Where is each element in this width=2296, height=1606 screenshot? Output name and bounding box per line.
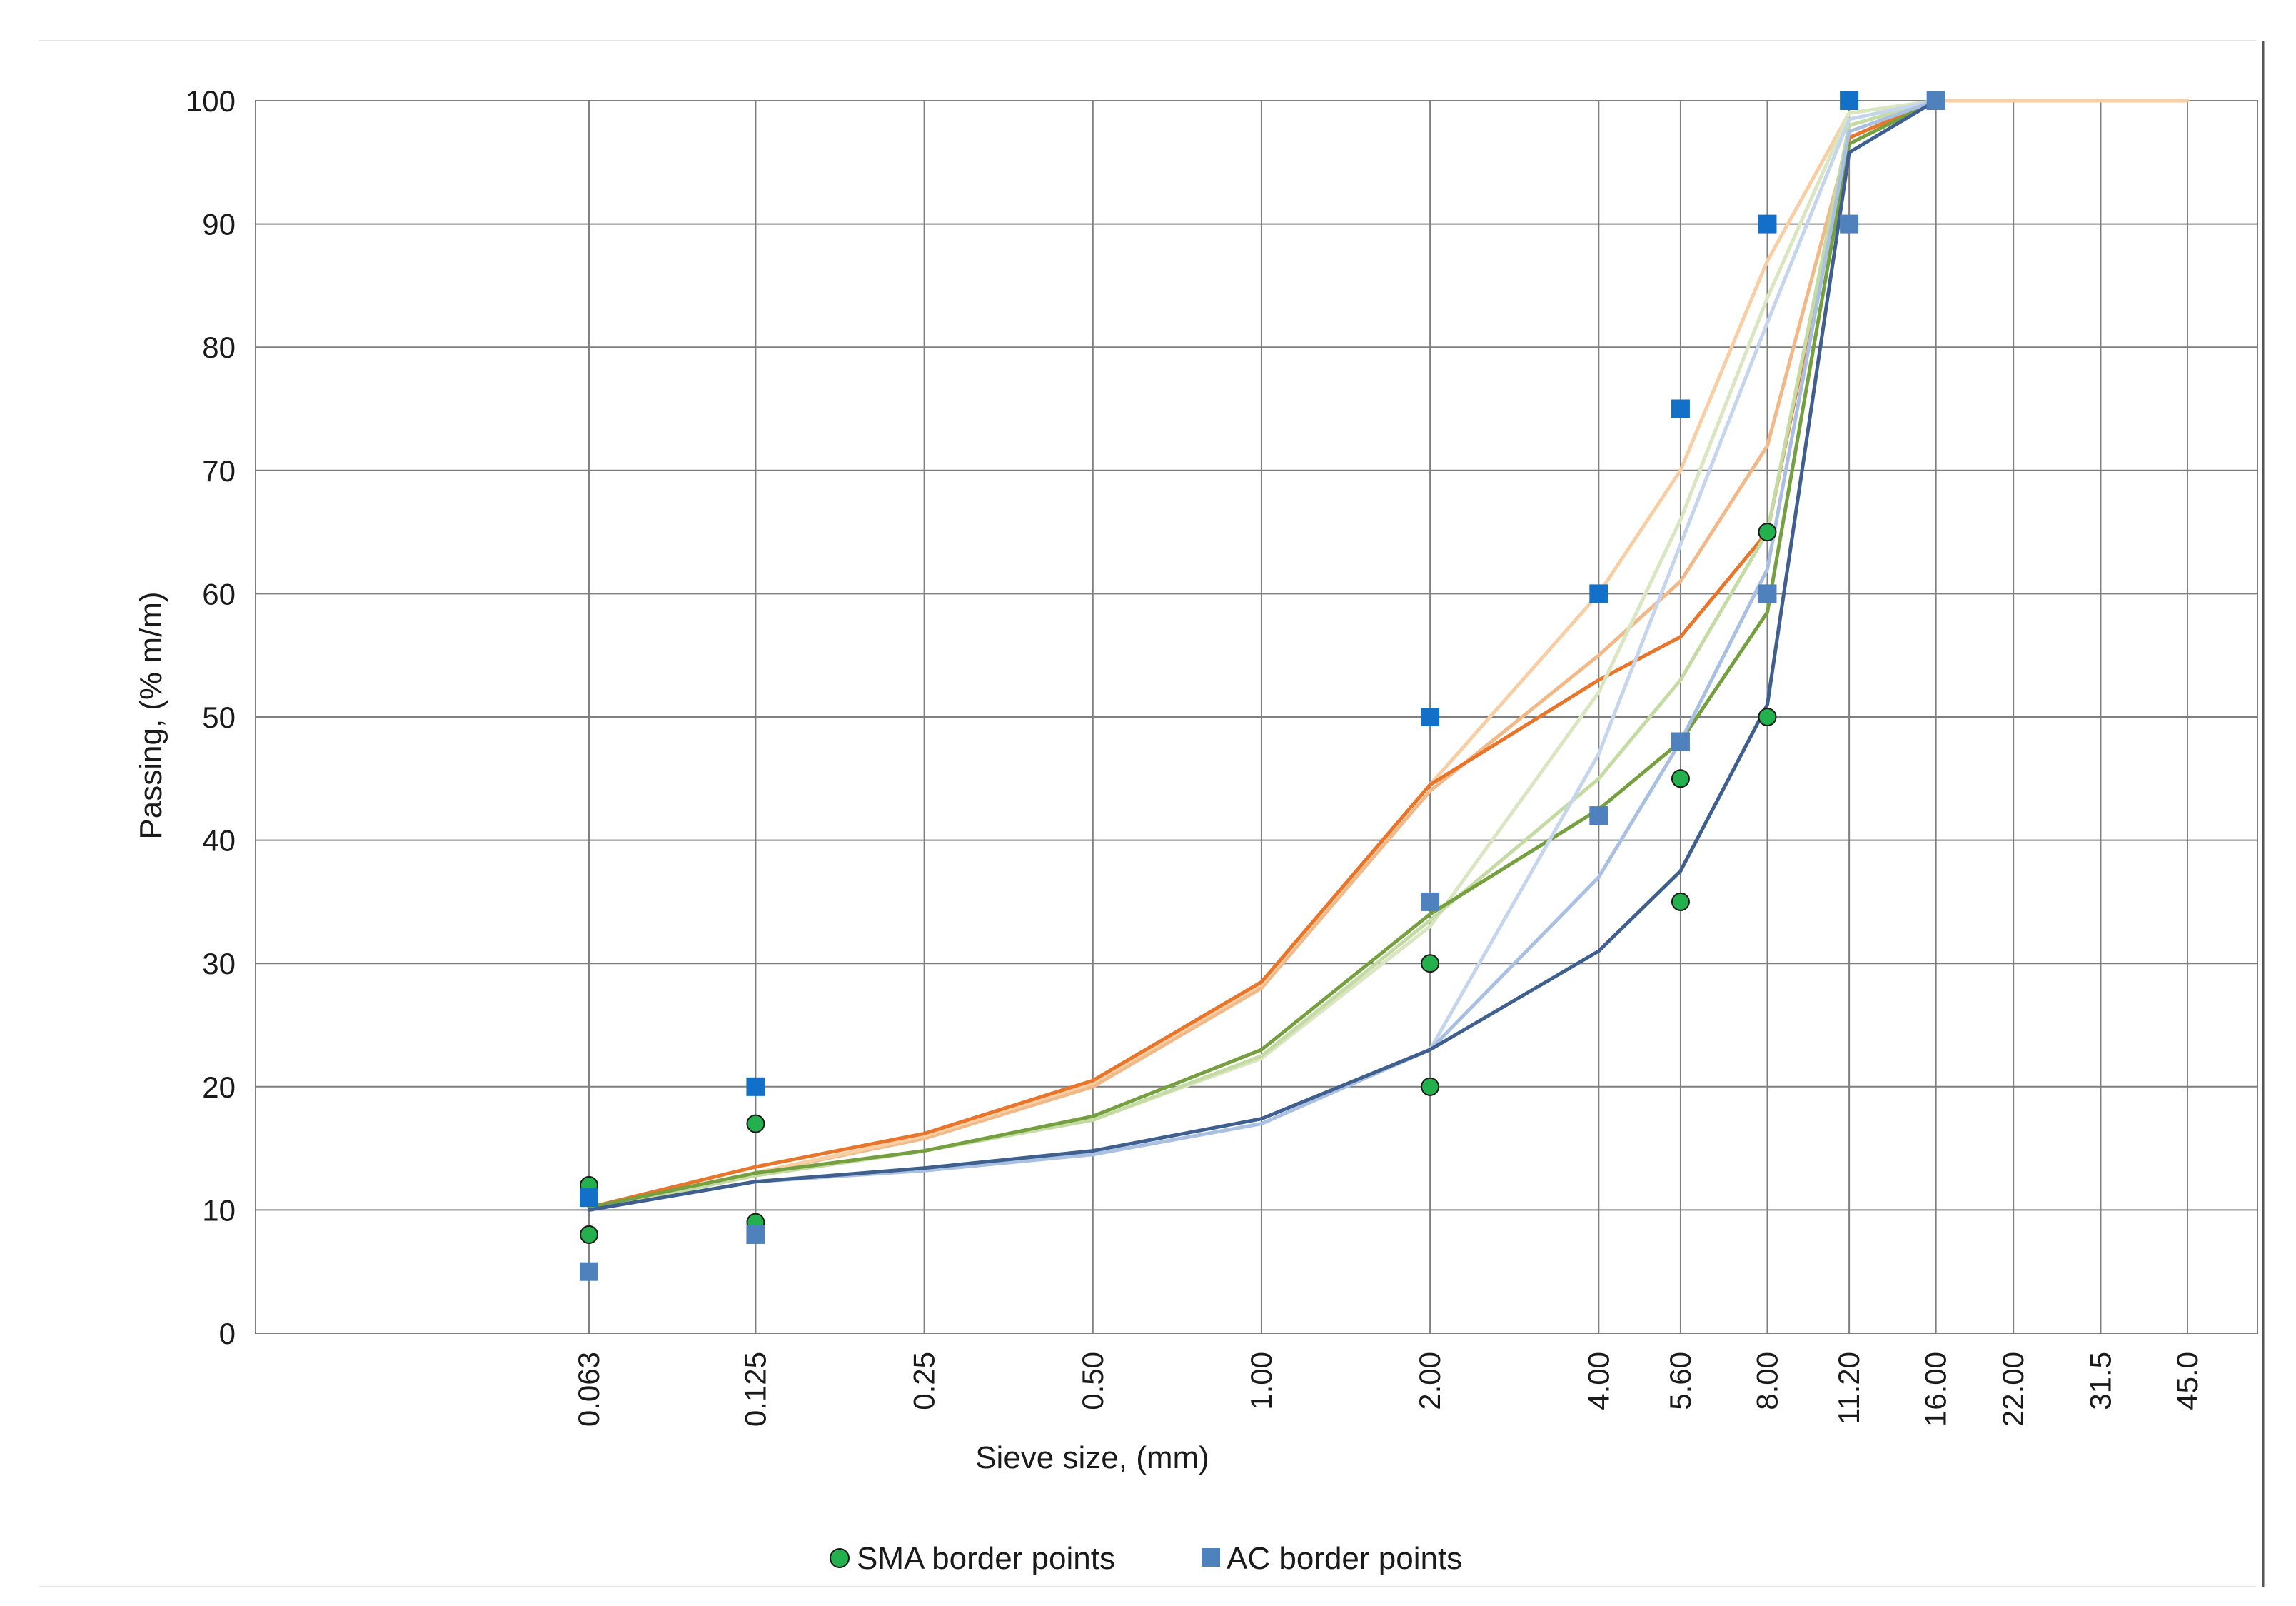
sma-border-point xyxy=(746,1114,765,1133)
y-tick-label: 10 xyxy=(202,1193,236,1227)
x-tick-label: 8.00 xyxy=(1750,1352,1783,1410)
ac-border-point xyxy=(1421,892,1440,911)
x-tick-label: 0.063 xyxy=(572,1352,605,1427)
y-tick-label: 70 xyxy=(202,454,236,488)
ac-border-point xyxy=(746,1225,765,1244)
y-tick-label: 100 xyxy=(186,84,236,118)
legend-ac-marker xyxy=(1202,1548,1220,1567)
x-tick-label: 1.00 xyxy=(1244,1352,1278,1410)
x-tick-label: 22.00 xyxy=(1996,1352,2030,1427)
sma-border-point xyxy=(1758,523,1777,542)
legend-ac-label: AC border points xyxy=(1227,1541,1462,1576)
ac-border-point xyxy=(1840,214,1859,234)
legend-sma-label: SMA border points xyxy=(857,1541,1115,1576)
ac-border-point xyxy=(1421,708,1440,726)
x-tick-label: 2.00 xyxy=(1413,1352,1446,1410)
x-tick-label: 16.00 xyxy=(1919,1352,1953,1427)
legend-sma-marker xyxy=(830,1548,850,1568)
grading-curve xyxy=(587,99,2190,1212)
y-tick-label: 40 xyxy=(202,824,236,858)
ac-border-point xyxy=(579,1188,598,1208)
y-tick-label: 80 xyxy=(202,331,236,364)
x-tick-label: 31.5 xyxy=(2083,1352,2117,1410)
sma-border-point xyxy=(1758,708,1777,726)
ac-border-point xyxy=(746,1077,765,1096)
y-tick-label: 30 xyxy=(202,947,236,980)
y-axis-label: Passing, (% m/m) xyxy=(134,591,168,839)
ac-border-point xyxy=(1671,399,1690,418)
sma-border-point xyxy=(579,1225,598,1244)
x-tick-label: 0.50 xyxy=(1076,1352,1109,1410)
sma-border-point xyxy=(1671,892,1690,911)
ac-border-point xyxy=(579,1262,598,1281)
x-tick-label: 45.0 xyxy=(2170,1352,2204,1410)
y-tick-label: 0 xyxy=(219,1317,236,1350)
grading-curve xyxy=(587,99,1938,1210)
sma-border-point xyxy=(1421,1077,1440,1096)
sma-border-point xyxy=(1421,954,1440,973)
ac-border-point xyxy=(1671,732,1690,751)
ac-border-point xyxy=(1589,806,1608,825)
x-tick-label: 4.00 xyxy=(1581,1352,1615,1410)
x-tick-label: 0.25 xyxy=(907,1352,941,1410)
y-tick-label: 60 xyxy=(202,577,236,611)
sma-border-point xyxy=(1671,769,1690,788)
grading-curve xyxy=(587,99,1938,1212)
ac-border-point xyxy=(1840,91,1859,110)
ac-border-point xyxy=(1758,584,1777,603)
x-tick-label: 0.125 xyxy=(738,1352,772,1427)
ac-border-point xyxy=(1926,91,1945,110)
x-axis-label: Sieve size, (mm) xyxy=(975,1440,1209,1475)
x-tick-label: 5.60 xyxy=(1663,1352,1697,1410)
x-tick-label: 11.20 xyxy=(1832,1352,1866,1425)
y-tick-label: 50 xyxy=(202,701,236,734)
y-tick-label: 20 xyxy=(202,1070,236,1104)
ac-border-point xyxy=(1589,584,1608,603)
y-tick-label: 90 xyxy=(202,208,236,241)
ac-border-point xyxy=(1758,214,1777,234)
legend: SMA border points AC border points xyxy=(830,1541,1462,1576)
